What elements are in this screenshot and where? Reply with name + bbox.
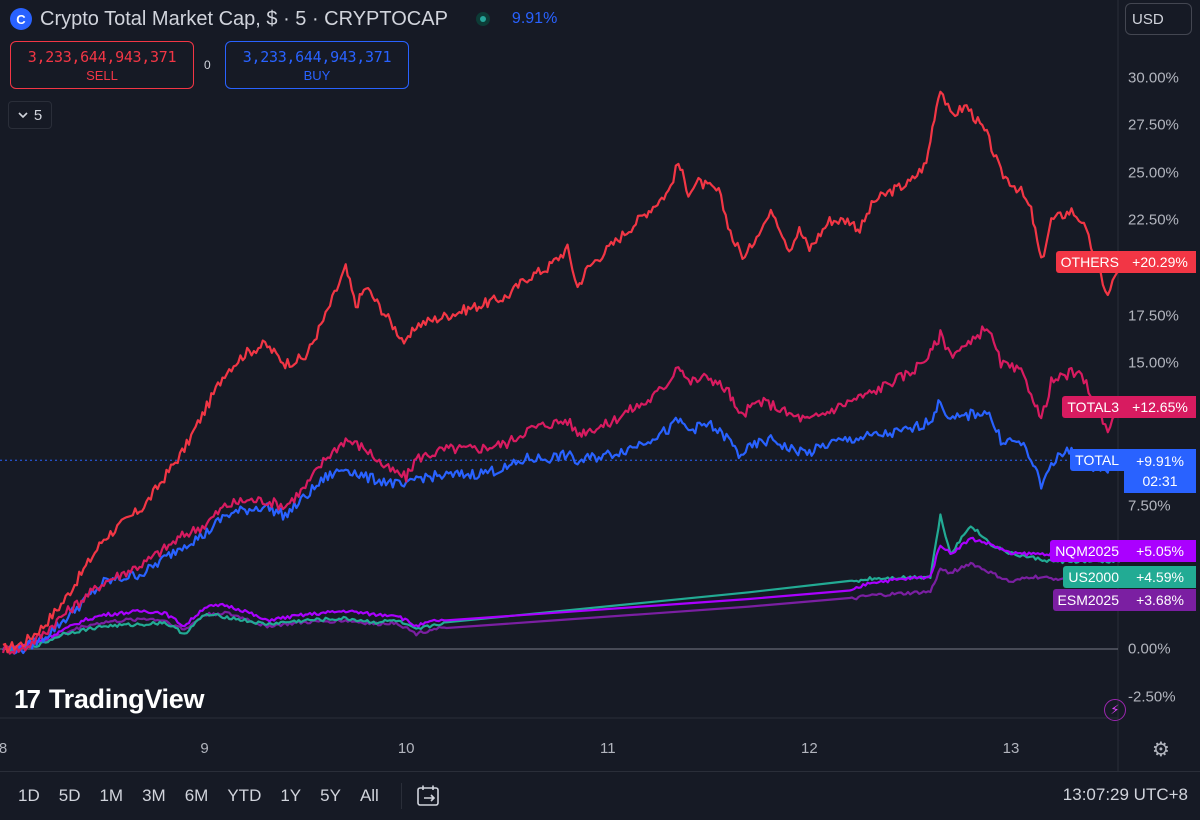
series-name-tag-nqm2025[interactable]: NQM2025 — [1050, 540, 1124, 562]
toolbar-divider — [400, 783, 402, 809]
series-name-tag-total3[interactable]: TOTAL3 — [1062, 396, 1124, 418]
y-tick-label: 27.50% — [1128, 116, 1179, 134]
utc-clock[interactable]: 13:07:29 UTC+8 — [1062, 785, 1188, 804]
range-1d[interactable]: 1D — [18, 786, 40, 805]
buy-button[interactable]: 3,233,644,943,371 BUY — [225, 41, 409, 89]
x-tick-label: 11 — [600, 740, 616, 757]
x-tick-label: 12 — [801, 740, 818, 757]
series-value-tag-others: +20.29% — [1124, 251, 1196, 273]
x-tick-label: 9 — [200, 740, 209, 757]
x-tick-label: 10 — [397, 740, 415, 757]
series-line-esm2025[interactable] — [2, 561, 1121, 652]
y-tick-label: -2.50% — [1128, 688, 1176, 706]
watermark-text: TradingView — [48, 684, 205, 714]
range-all[interactable]: All — [359, 786, 379, 805]
buy-label: BUY — [303, 68, 331, 83]
y-tick-label: 17.50% — [1128, 307, 1179, 325]
series-line-total3[interactable] — [1, 325, 1121, 655]
series-line-us2000[interactable] — [2, 513, 1121, 652]
symbol-title[interactable]: Crypto Total Market Cap, $ · 5 · CRYPTOC… — [40, 7, 448, 30]
range-5y[interactable]: 5Y — [320, 786, 341, 805]
currency-select[interactable]: USD — [1125, 3, 1192, 35]
lightning-icon[interactable]: ⚡ — [1104, 699, 1126, 721]
sell-label: SELL — [86, 68, 118, 83]
tradingview-watermark: 17 TradingView — [14, 684, 204, 715]
series-value-tag-total3: +12.65% — [1124, 396, 1196, 418]
sell-price: 3,233,644,943,371 — [27, 48, 177, 66]
y-tick-label: 7.50% — [1128, 497, 1171, 515]
chevron-down-icon — [18, 112, 28, 119]
bottom-toolbar: 1D 5D 1M 3M 6M YTD 1Y 5Y All 13:07:29 UT… — [0, 771, 1200, 820]
indicators-collapse-toggle[interactable]: 5 — [8, 101, 52, 129]
y-tick-label: 25.00% — [1128, 164, 1179, 182]
x-tick-label: 8 — [0, 740, 8, 757]
series-name-tag-us2000[interactable]: US2000 — [1063, 566, 1124, 588]
series-line-others[interactable] — [2, 90, 1121, 654]
date-range-calendar-icon[interactable] — [416, 784, 442, 808]
sell-button[interactable]: 3,233,644,943,371 SELL — [10, 41, 194, 89]
currency-label: USD — [1132, 10, 1164, 28]
range-5d[interactable]: 5D — [58, 786, 81, 805]
range-1m[interactable]: 1M — [99, 786, 124, 805]
y-tick-label: 15.00% — [1128, 354, 1179, 372]
range-ytd[interactable]: YTD — [227, 786, 262, 805]
bar-countdown-label: 02:31 — [1142, 473, 1178, 489]
series-value-label: +9.91% — [1136, 453, 1184, 469]
settings-gear-icon[interactable]: ⚙ — [1152, 739, 1170, 761]
series-value-tag-us2000: +4.59% — [1124, 566, 1196, 588]
range-6m[interactable]: 6M — [184, 786, 209, 805]
symbol-change: 9.91% — [511, 10, 558, 27]
series-name-tag-esm2025[interactable]: ESM2025 — [1052, 589, 1124, 611]
cryptocap-logo-icon: C — [10, 8, 32, 30]
symbol-header[interactable]: C Crypto Total Market Cap, $ · 5 · CRYPT… — [10, 6, 557, 32]
series-name-tag-others[interactable]: OTHERS — [1055, 251, 1124, 273]
y-tick-label: 0.00% — [1128, 640, 1171, 658]
y-tick-label: 30.00% — [1128, 69, 1179, 86]
series-name-tag-total[interactable]: TOTAL — [1070, 449, 1124, 471]
series-line-nqm2025[interactable] — [2, 536, 1120, 651]
series-line-total[interactable] — [2, 399, 1121, 655]
series-value-tag-esm2025: +3.68% — [1124, 589, 1196, 611]
y-tick-label: 22.50% — [1128, 211, 1179, 229]
range-1y[interactable]: 1Y — [280, 786, 302, 805]
series-value-tag-nqm2025: +5.05% — [1124, 540, 1196, 562]
indicators-count: 5 — [33, 106, 43, 124]
series-value-tag-total: +9.91% 02:31 — [1124, 449, 1196, 493]
spread-value: 0 — [204, 58, 211, 72]
market-status-icon[interactable] — [475, 12, 490, 26]
buy-price: 3,233,644,943,371 — [242, 48, 392, 66]
tradingview-logo-icon: 17 — [14, 684, 41, 714]
range-3m[interactable]: 3M — [142, 786, 166, 805]
x-tick-label: 13 — [1002, 740, 1020, 757]
